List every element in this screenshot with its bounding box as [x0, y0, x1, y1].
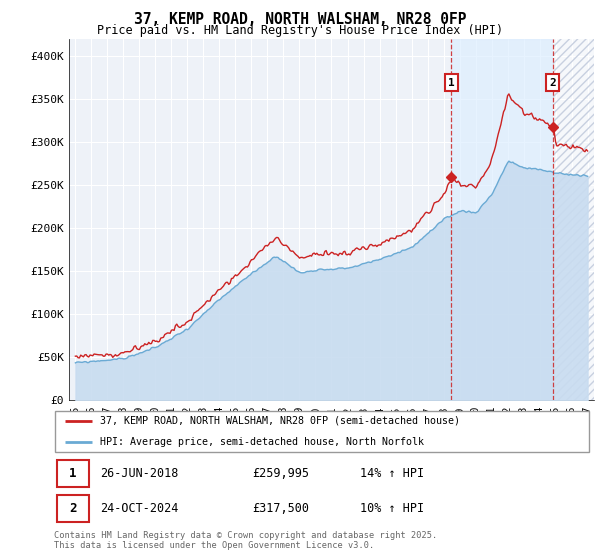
- FancyBboxPatch shape: [56, 495, 89, 522]
- Text: 10% ↑ HPI: 10% ↑ HPI: [360, 502, 424, 515]
- Text: Contains HM Land Registry data © Crown copyright and database right 2025.
This d: Contains HM Land Registry data © Crown c…: [54, 531, 437, 550]
- Text: Price paid vs. HM Land Registry's House Price Index (HPI): Price paid vs. HM Land Registry's House …: [97, 24, 503, 36]
- Text: 37, KEMP ROAD, NORTH WALSHAM, NR28 0FP: 37, KEMP ROAD, NORTH WALSHAM, NR28 0FP: [134, 12, 466, 27]
- FancyBboxPatch shape: [56, 460, 89, 487]
- Text: 2: 2: [69, 502, 77, 515]
- Bar: [451, 39, 553, 400]
- Text: 1: 1: [448, 77, 455, 87]
- Text: £259,995: £259,995: [253, 467, 310, 480]
- Text: 24-OCT-2024: 24-OCT-2024: [100, 502, 178, 515]
- Text: 26-JUN-2018: 26-JUN-2018: [100, 467, 178, 480]
- Text: 2: 2: [549, 77, 556, 87]
- Text: 1: 1: [69, 467, 77, 480]
- FancyBboxPatch shape: [55, 411, 589, 452]
- Bar: [553, 39, 594, 400]
- Text: £317,500: £317,500: [253, 502, 310, 515]
- Text: HPI: Average price, semi-detached house, North Norfolk: HPI: Average price, semi-detached house,…: [100, 437, 424, 447]
- Text: 37, KEMP ROAD, NORTH WALSHAM, NR28 0FP (semi-detached house): 37, KEMP ROAD, NORTH WALSHAM, NR28 0FP (…: [100, 416, 460, 426]
- Text: 14% ↑ HPI: 14% ↑ HPI: [360, 467, 424, 480]
